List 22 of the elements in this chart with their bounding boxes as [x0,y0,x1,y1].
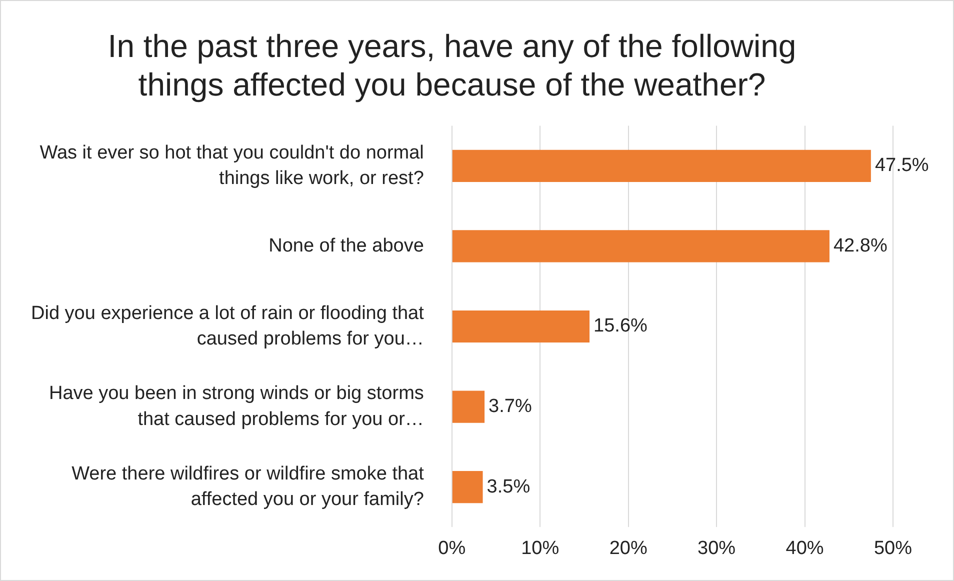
data-label: 3.7% [488,396,532,418]
x-tick-label: 40% [786,538,824,559]
bar [452,471,483,504]
data-label: 15.6% [594,316,648,337]
bar [452,310,590,343]
x-tick-label: 0% [438,538,466,559]
x-tick-label: 10% [521,538,560,559]
data-label: 47.5% [874,155,929,176]
y-tick-label: Did you experience a lot of rain or flooding that caused problems for you… [31,302,425,350]
bar [452,150,871,182]
bar [452,230,830,262]
chart-title: In the past three years, have any of the following things affected you because of the weather? [108,28,796,102]
data-label: 42.8% [833,235,888,256]
bar [452,390,485,423]
y-tick-label: Was it ever so hot that you couldn't do normal things like work, or rest? [40,142,424,189]
y-tick-label: Have you been in strong winds or big storms that caused problems for you or… [48,383,424,430]
data-label: 3.5% [486,476,530,498]
x-tick-label: 30% [698,538,736,559]
x-tick-label: 20% [609,538,648,559]
y-tick-label: Were there wildfires or wildfire smoke that affected you or your family? [72,463,425,510]
y-tick-label: None of the above [268,235,424,256]
x-tick-label: 50% [874,538,912,559]
